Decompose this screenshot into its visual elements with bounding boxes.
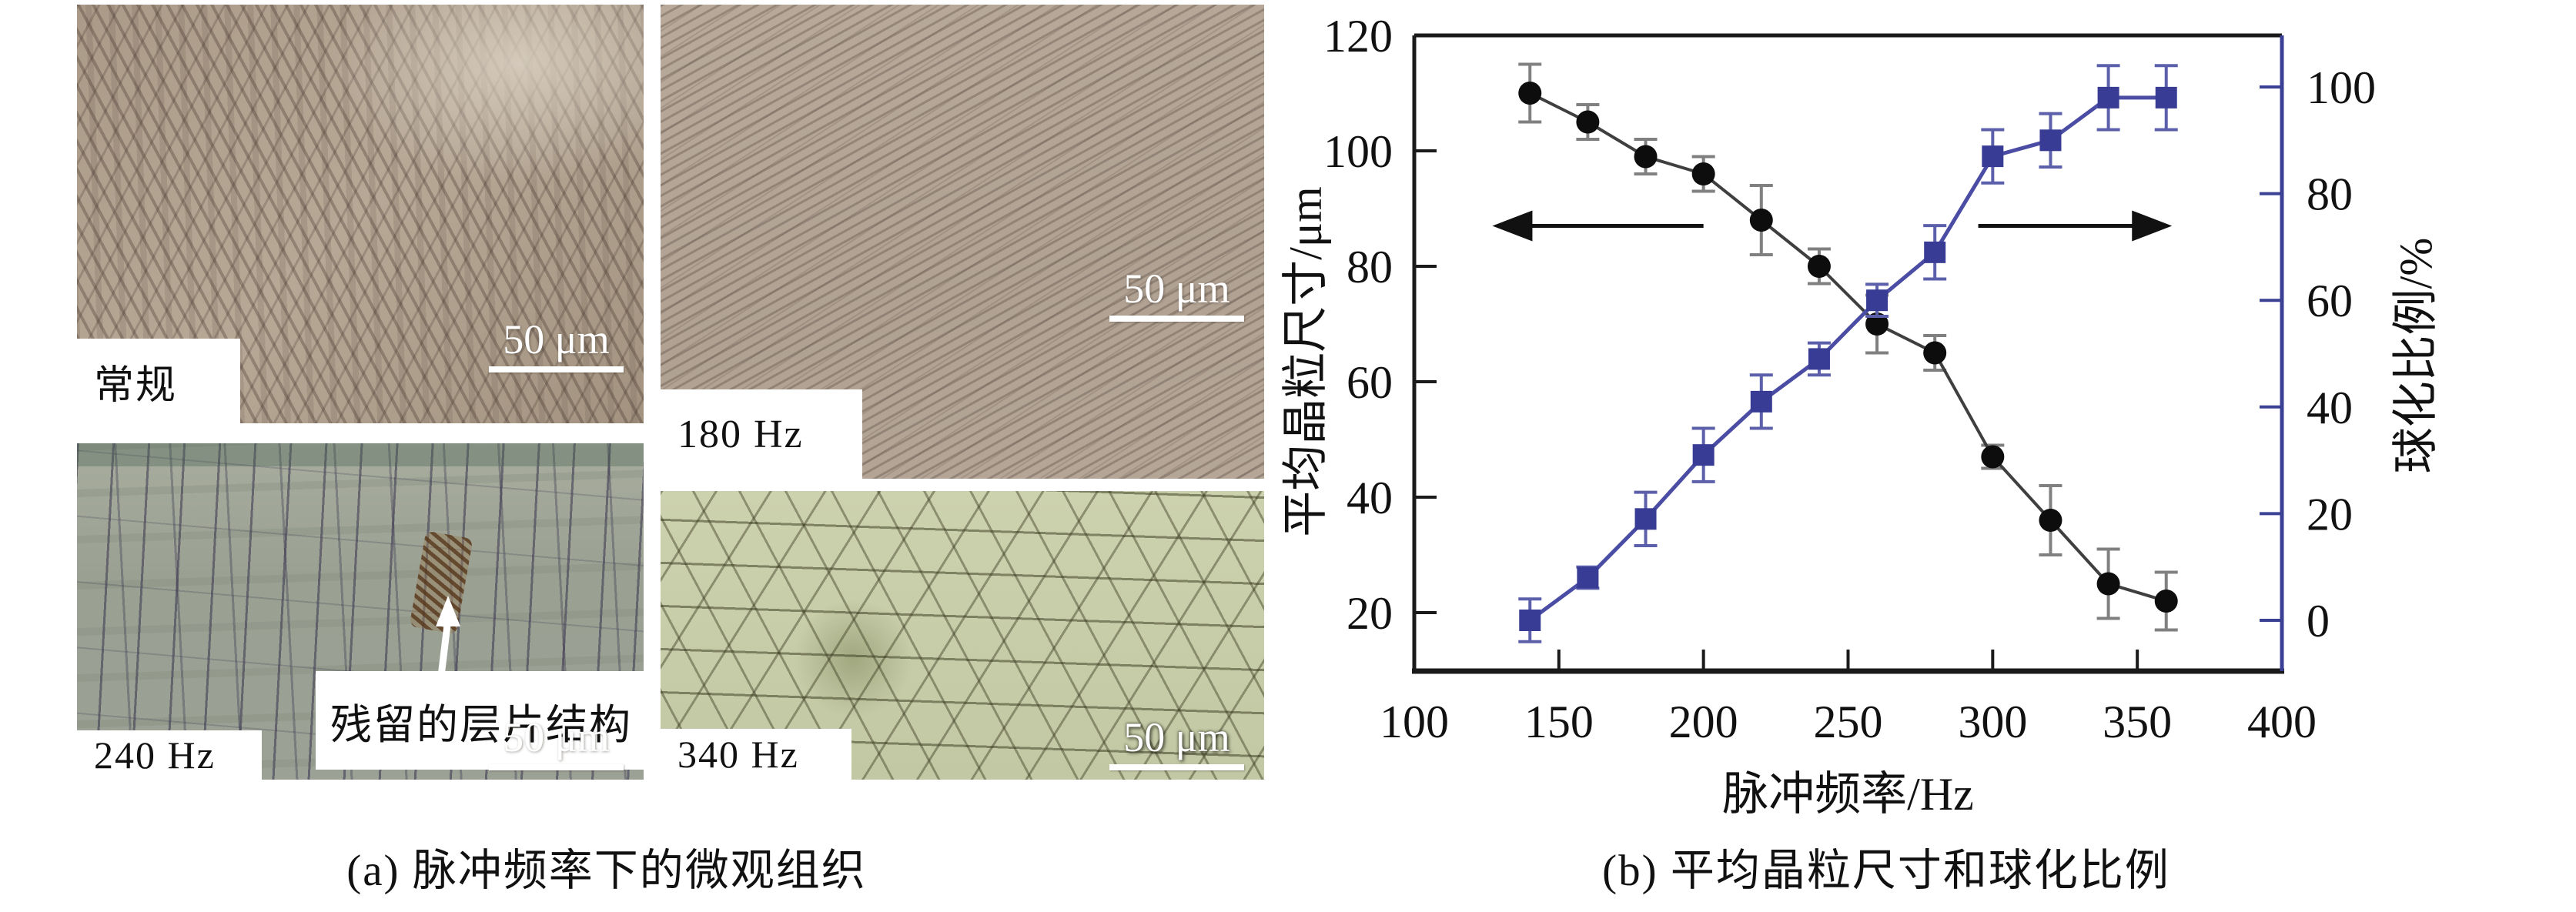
scale-bar-text: 50 μm — [1123, 266, 1230, 312]
y-left-tick-label: 40 — [1347, 473, 1393, 523]
data-point-circle — [2039, 509, 2062, 532]
data-point-square — [1634, 508, 1657, 530]
scale-bar: 50 μm — [489, 713, 624, 770]
x-tick-label: 350 — [2103, 697, 2172, 747]
micrograph-label: 常规 — [94, 363, 178, 408]
data-point-square — [1577, 566, 1599, 589]
data-point-square — [2039, 129, 2062, 152]
data-point-circle — [1807, 255, 1831, 278]
x-tick-label: 100 — [1380, 697, 1449, 747]
annotation-box: 残留的层片结构 — [316, 671, 644, 770]
panel-b-caption: (b) 平均晶粒尺寸和球化比例 — [1602, 847, 2170, 895]
y-right-tick-label: 0 — [2307, 596, 2330, 646]
y-right-tick-label: 100 — [2307, 62, 2376, 113]
y-left-tick-label: 100 — [1323, 126, 1393, 177]
series-line-平均晶粒尺寸 — [1529, 92, 2167, 603]
y-right-tick-label: 60 — [2307, 276, 2353, 326]
data-point-circle — [1576, 110, 1600, 134]
y-left-tick-label: 80 — [1347, 242, 1393, 292]
data-point-circle — [1923, 341, 1947, 365]
scale-bar-text: 50 μm — [503, 714, 610, 760]
y-left-tick-label: 20 — [1347, 588, 1393, 639]
data-point-circle — [1749, 209, 1773, 232]
micrograph-label-patch: 常规 — [77, 339, 240, 423]
y-right-axis-title: 球化比例/% — [2390, 238, 2441, 474]
scale-bar-line — [1109, 764, 1244, 770]
micrograph-label-patch: 240 Hz — [77, 730, 262, 780]
y-right-tick-label: 40 — [2307, 383, 2353, 433]
data-point-circle — [1634, 145, 1658, 169]
micrograph-label-patch: 340 Hz — [661, 729, 851, 780]
scale-bar-text: 50 μm — [503, 316, 610, 362]
micrograph-conventional: 常规 50 μm — [77, 5, 644, 423]
micrograph-240hz: 残留的层片结构 240 Hz 50 μm — [77, 443, 644, 780]
y-right-tick-label: 80 — [2307, 169, 2353, 220]
x-tick-label: 400 — [2247, 697, 2317, 747]
left-axis-arrow-head — [1492, 210, 1533, 242]
data-point-square — [1692, 444, 1715, 466]
micrograph-180hz: 180 Hz 50 μm — [661, 5, 1264, 479]
data-point-square — [1924, 241, 1946, 263]
scale-bar: 50 μm — [1109, 265, 1244, 322]
x-tick-label: 300 — [1958, 697, 2027, 747]
data-point-square — [1750, 390, 1772, 413]
data-point-circle — [2154, 590, 2178, 613]
data-point-square — [1866, 289, 1889, 312]
y-left-axis-title: 平均晶粒尺寸/μm — [1280, 186, 1331, 537]
y-left-tick-label: 60 — [1347, 357, 1393, 408]
data-point-circle — [2096, 572, 2120, 596]
scale-bar-text: 50 μm — [1123, 714, 1230, 760]
scale-bar-line — [489, 764, 624, 770]
y-right-tick-label: 20 — [2307, 489, 2353, 540]
micrograph-340hz: 340 Hz 50 μm — [661, 491, 1264, 780]
data-point-square — [2155, 86, 2177, 109]
micrograph-label-patch: 180 Hz — [661, 389, 862, 479]
data-point-square — [1519, 610, 1541, 631]
panel-a-caption: (a) 脉冲频率下的微观组织 — [346, 847, 867, 895]
scale-bar: 50 μm — [1109, 713, 1244, 770]
y-left-tick-label: 120 — [1323, 11, 1393, 62]
scale-bar-line — [489, 366, 624, 372]
data-point-circle — [1518, 82, 1542, 105]
micrograph-label: 240 Hz — [94, 733, 216, 777]
data-point-square — [1982, 145, 2004, 168]
x-tick-label: 200 — [1669, 697, 1738, 747]
data-point-circle — [1691, 162, 1715, 185]
micrograph-label: 180 Hz — [677, 412, 804, 456]
x-tick-label: 250 — [1814, 697, 1883, 747]
x-axis-title: 脉冲频率/Hz — [1722, 769, 1974, 820]
data-point-square — [2097, 86, 2119, 109]
data-point-square — [1808, 348, 1830, 370]
micrograph-label: 340 Hz — [677, 733, 799, 776]
scale-bar: 50 μm — [489, 316, 624, 372]
annotation-text: 残留的层片结构 — [330, 701, 632, 748]
data-point-circle — [1981, 445, 2005, 469]
scale-bar-line — [1109, 316, 1244, 322]
right-axis-arrow-head — [2132, 210, 2173, 242]
data-point-circle — [1865, 312, 1889, 336]
x-tick-label: 150 — [1524, 697, 1594, 747]
